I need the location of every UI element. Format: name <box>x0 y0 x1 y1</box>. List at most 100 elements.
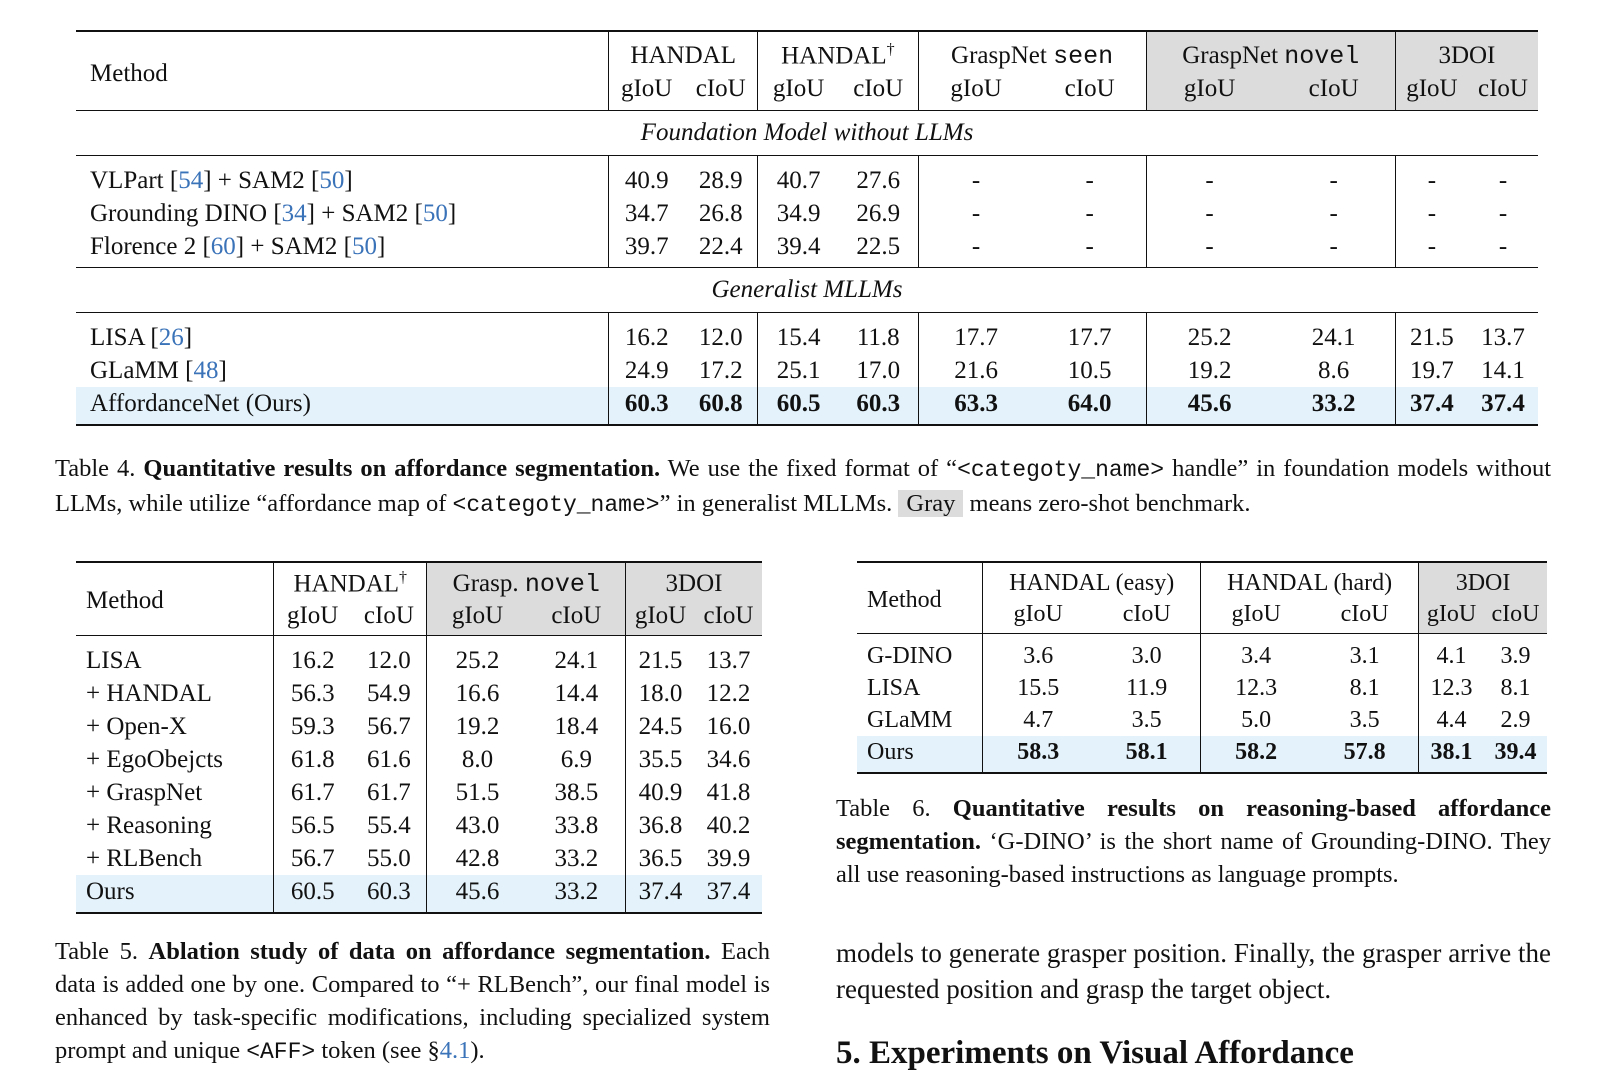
table-cell: 5.0 <box>1241 706 1272 733</box>
table-cell: 57.8 <box>1311 736 1420 773</box>
table-row: Florence 2 [60] + SAM2 [50] 39.7 22.4 39.4 2… <box>76 230 1538 268</box>
column-group-name: Grasp. <box>452 569 525 597</box>
caption-text: ). <box>470 1037 485 1064</box>
column-group-name: 3DOI <box>665 570 723 597</box>
column-group-name: 3DOI <box>1455 569 1511 596</box>
table-cell: 16.6 <box>455 679 500 707</box>
method-name-text: GLaMM [ <box>90 356 194 384</box>
table-cell: 13.7 <box>1481 323 1525 351</box>
table-cell: 10.5 <box>1033 354 1147 387</box>
method-name-text: ] + SAM2 [ <box>203 166 320 194</box>
table-cell: 3.5 <box>1093 704 1202 736</box>
table-cell: - <box>1205 232 1214 260</box>
table-cell: 26.9 <box>838 197 919 230</box>
table-cell: 34.7 <box>624 199 669 227</box>
method-name-text: ] <box>344 166 353 194</box>
section-label-generalist: Generalist MLLMs <box>711 276 903 303</box>
caption-text: ‘G-DINO’ is the short name of Grounding-… <box>836 828 1552 888</box>
table-cell: 40.9 <box>624 166 669 194</box>
column-group-header: 3DOI <box>1418 562 1547 599</box>
table-cell: 42.8 <box>455 844 500 872</box>
metric-header-ciou: cIoU <box>1033 74 1147 111</box>
table-cell: 22.4 <box>684 230 759 268</box>
method-column-header: Method <box>76 562 275 636</box>
column-group-header: GraspNet novel <box>1146 31 1396 74</box>
table-cell: 16.0 <box>706 712 751 740</box>
method-name-text: LISA [ <box>90 323 159 351</box>
method-name-cell: + HANDAL <box>76 677 275 710</box>
table-cell: 58.2 <box>1235 738 1278 765</box>
table-cell: 3.4 <box>1241 642 1272 669</box>
table-cell: 21.5 <box>1410 323 1454 351</box>
caption-label: Table 4. <box>55 455 136 482</box>
table-row: + HANDAL 56.3 54.9 16.6 14.4 18.0 12.2 <box>76 677 762 710</box>
table-cell: 40.9 <box>638 778 683 806</box>
table-cell: 56.3 <box>290 679 335 707</box>
table-cell: 15.5 <box>1017 674 1060 701</box>
citation-link: 50 <box>422 199 448 227</box>
section-heading: 5. Experiments on Visual Affordance <box>836 1035 1354 1071</box>
table-cell: 8.1 <box>1500 674 1531 701</box>
table-cell: 17.7 <box>954 323 998 351</box>
table-4: Method HANDAL HANDAL† GraspNet seen GraspNet… <box>76 30 1538 426</box>
table-cell: 24.1 <box>527 635 627 677</box>
table-cell: 63.3 <box>954 389 998 417</box>
table-cell: 36.8 <box>638 811 683 839</box>
table-row: Ours 60.5 60.3 45.6 33.2 37.4 37.4 <box>76 875 762 913</box>
table-cell: 34.9 <box>776 199 821 227</box>
table-cell: 60.3 <box>351 875 428 913</box>
table-cell: 14.4 <box>527 677 627 710</box>
method-name-cell: Florence 2 [60] + SAM2 [50] <box>76 230 610 268</box>
table-cell: 40.7 <box>776 166 821 194</box>
column-group-name: GraspNet <box>951 41 1054 69</box>
column-group-name: HANDAL (easy) <box>1009 569 1175 596</box>
metric-header-giou: gIoU <box>772 75 825 102</box>
table-6-caption: Table 6. Quantitative results on reasoni… <box>836 792 1551 891</box>
method-name-cell: GLaMM [48] <box>76 354 610 387</box>
table-cell: 39.4 <box>776 232 821 260</box>
caption-title: Ablation study of data on affordance seg… <box>148 938 711 965</box>
method-name-text: ] <box>183 323 193 351</box>
table-cell: 36.5 <box>638 844 683 872</box>
table-cell: 37.4 <box>706 877 751 905</box>
table-row: + GraspNet 61.7 61.7 51.5 38.5 40.9 41.8 <box>76 776 762 809</box>
citation-link: 54 <box>178 166 204 194</box>
table-cell: 14.1 <box>1481 356 1525 384</box>
metric-header-giou: gIoU <box>625 601 696 636</box>
method-name-cell: Grounding DINO [34] + SAM2 [50] <box>76 197 610 230</box>
table-cell: - <box>1272 155 1396 197</box>
citation-link: 34 <box>281 199 307 227</box>
section-ref-link[interactable]: 4.1 <box>439 1037 471 1064</box>
method-name-cell: Ours <box>857 736 984 773</box>
caption-code: <AFF> <box>246 1039 316 1065</box>
caption-label: Table 6. <box>836 795 931 822</box>
table-cell: 4.1 <box>1436 642 1467 669</box>
column-group-split: novel <box>524 569 600 599</box>
dagger-mark: † <box>886 41 895 59</box>
table-cell: 3.9 <box>1500 642 1531 669</box>
table-cell: 40.2 <box>706 811 751 839</box>
table-cell: 61.7 <box>290 778 335 806</box>
section-label-foundation: Foundation Model without LLMs <box>640 119 974 146</box>
table-cell: - <box>1272 197 1396 230</box>
column-group-header: Grasp. novel <box>426 562 627 601</box>
table-cell: 19.2 <box>455 712 500 740</box>
metric-header-ciou: cIoU <box>1311 599 1420 634</box>
column-group-name: HANDAL <box>630 42 736 69</box>
caption-text: We use the fixed format of “ <box>667 455 958 482</box>
table-cell: 60.3 <box>838 387 919 425</box>
metric-header-ciou: cIoU <box>1467 74 1538 111</box>
column-group-header: HANDAL† <box>757 31 919 74</box>
table-cell: 33.2 <box>527 875 627 913</box>
citation-link: 50 <box>351 232 377 260</box>
table-cell: 25.2 <box>455 646 500 674</box>
table-cell: 43.0 <box>455 811 500 839</box>
table-cell: 19.7 <box>1410 356 1454 384</box>
table-row: GLaMM [48] 24.9 17.2 25.1 17.0 21.6 10.5 19.2 8.… <box>76 354 1538 387</box>
table-cell: 54.9 <box>351 677 428 710</box>
metric-header-ciou: cIoU <box>1093 599 1202 634</box>
table-cell: - <box>1033 197 1147 230</box>
table-cell: 58.1 <box>1093 736 1202 773</box>
table-cell: 21.5 <box>638 646 683 674</box>
table-cell: 11.8 <box>838 312 919 354</box>
